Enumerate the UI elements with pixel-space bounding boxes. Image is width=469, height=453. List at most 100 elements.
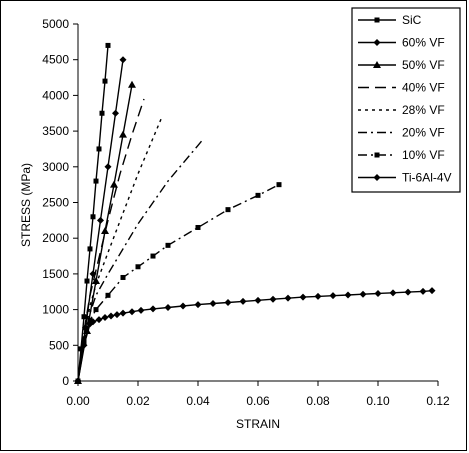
x-tick-label: 0.00 xyxy=(66,394,90,408)
x-tick-label: 0.04 xyxy=(186,394,210,408)
series-layer xyxy=(74,42,436,385)
legend-item-ti-6al-4v: Ti-6Al-4V xyxy=(358,171,452,185)
data-point-sic xyxy=(90,214,96,220)
legend-label: 60% VF xyxy=(402,36,445,50)
legend-marker xyxy=(374,152,380,158)
legend-label: 40% VF xyxy=(402,81,445,95)
data-point-ti-6al-4v xyxy=(239,297,247,305)
y-tick-label: 3500 xyxy=(42,124,69,138)
data-point-ti-6al-4v xyxy=(137,306,145,314)
data-point-sic xyxy=(99,110,105,116)
data-point-ti-6al-4v xyxy=(89,318,97,326)
data-point-10-vf xyxy=(93,307,99,313)
legend-item-20-vf: 20% VF xyxy=(358,126,445,140)
data-point-ti-6al-4v xyxy=(209,300,217,308)
legend-item-28-vf: 28% VF xyxy=(358,103,445,117)
data-point-ti-6al-4v xyxy=(164,303,172,311)
data-point-10-vf xyxy=(135,264,141,270)
data-point-60-vf xyxy=(104,163,112,171)
y-tick-label: 1500 xyxy=(42,267,69,281)
y-tick-label: 0 xyxy=(62,374,69,388)
data-point-10-vf xyxy=(276,182,282,188)
x-axis-title: STRAIN xyxy=(236,417,280,431)
x-tick-label: 0.10 xyxy=(366,394,390,408)
legend-label: Ti-6Al-4V xyxy=(402,171,452,185)
data-point-10-vf xyxy=(105,292,111,298)
data-point-ti-6al-4v xyxy=(149,305,157,313)
data-point-10-vf xyxy=(165,242,171,248)
data-point-sic xyxy=(84,278,90,284)
legend-item-60-vf: 60% VF xyxy=(358,36,445,50)
legend-label: SiC xyxy=(402,13,422,27)
series-line-28-vf xyxy=(77,116,163,382)
data-point-sic xyxy=(81,314,87,320)
data-point-ti-6al-4v xyxy=(254,296,262,304)
y-axis-title: STRESS (MPa) xyxy=(19,163,33,247)
data-point-ti-6al-4v xyxy=(74,377,82,385)
legend-item-10-vf: 10% VF xyxy=(358,148,445,162)
y-tick-label: 1000 xyxy=(42,303,69,317)
series-20-vf xyxy=(77,137,205,382)
data-point-ti-6al-4v xyxy=(314,292,322,300)
data-point-ti-6al-4v xyxy=(299,293,307,301)
legend-marker xyxy=(373,39,381,46)
data-point-ti-6al-4v xyxy=(404,288,412,296)
legend-item-40-vf: 40% VF xyxy=(358,81,445,95)
x-tick-label: 0.08 xyxy=(306,394,330,408)
y-tick-label: 3000 xyxy=(42,160,69,174)
data-point-ti-6al-4v xyxy=(428,287,436,295)
legend-marker xyxy=(374,17,380,23)
data-point-ti-6al-4v xyxy=(374,290,382,298)
data-point-ti-6al-4v xyxy=(389,289,397,297)
data-point-10-vf xyxy=(255,192,261,198)
legend-item-50-vf: 50% VF xyxy=(358,58,445,72)
data-point-ti-6al-4v xyxy=(119,309,127,317)
data-point-ti-6al-4v xyxy=(344,291,352,299)
data-point-ti-6al-4v xyxy=(179,302,187,310)
data-point-sic xyxy=(102,78,108,84)
data-point-ti-6al-4v xyxy=(113,311,121,319)
data-point-ti-6al-4v xyxy=(419,287,427,295)
series-28-vf xyxy=(77,116,163,382)
data-point-10-vf xyxy=(150,253,156,259)
data-point-ti-6al-4v xyxy=(269,295,277,303)
data-point-60-vf xyxy=(112,109,119,117)
data-point-ti-6al-4v xyxy=(194,301,202,309)
y-tick-label: 4000 xyxy=(42,88,69,102)
legend-marker xyxy=(373,174,381,181)
data-point-ti-6al-4v xyxy=(329,292,337,300)
axes: 0.00 0.02 0.04 0.06 0.08 0.10 0.12 0 500 1000 1500… xyxy=(42,17,450,408)
series-line-ti-6al-4v xyxy=(77,290,433,382)
data-point-ti-6al-4v xyxy=(80,341,88,349)
series-line-20-vf xyxy=(77,137,205,382)
data-point-ti-6al-4v xyxy=(128,308,136,316)
data-point-10-vf xyxy=(225,207,231,213)
data-point-sic xyxy=(96,146,102,152)
series-sic xyxy=(75,42,111,384)
data-point-60-vf xyxy=(119,56,127,64)
legend: SiC 60% VF 50% VF 40% VF 28% VF 20% VF 10% VF T… xyxy=(351,7,461,193)
y-tick-label: 2500 xyxy=(42,196,69,210)
data-point-50-vf xyxy=(128,80,136,88)
data-point-50-vf xyxy=(119,130,127,138)
data-point-ti-6al-4v xyxy=(95,316,103,324)
data-point-60-vf xyxy=(97,216,104,224)
data-point-ti-6al-4v xyxy=(101,313,109,321)
data-point-sic xyxy=(105,42,111,48)
x-tick-label: 0.02 xyxy=(126,394,150,408)
legend-label: 50% VF xyxy=(402,58,445,72)
data-point-50-vf xyxy=(92,277,100,285)
data-point-10-vf xyxy=(195,224,201,230)
legend-label: 28% VF xyxy=(402,103,445,117)
legend-label: 20% VF xyxy=(402,126,445,140)
data-point-50-vf xyxy=(110,180,118,188)
data-point-10-vf xyxy=(81,339,87,345)
series-line-40-vf xyxy=(77,98,145,382)
data-point-sic xyxy=(93,178,99,184)
data-point-ti-6al-4v xyxy=(284,294,292,302)
y-tick-label: 500 xyxy=(49,338,69,352)
data-point-ti-6al-4v xyxy=(107,312,115,320)
legend-marker xyxy=(373,61,381,68)
data-point-10-vf xyxy=(87,317,93,323)
